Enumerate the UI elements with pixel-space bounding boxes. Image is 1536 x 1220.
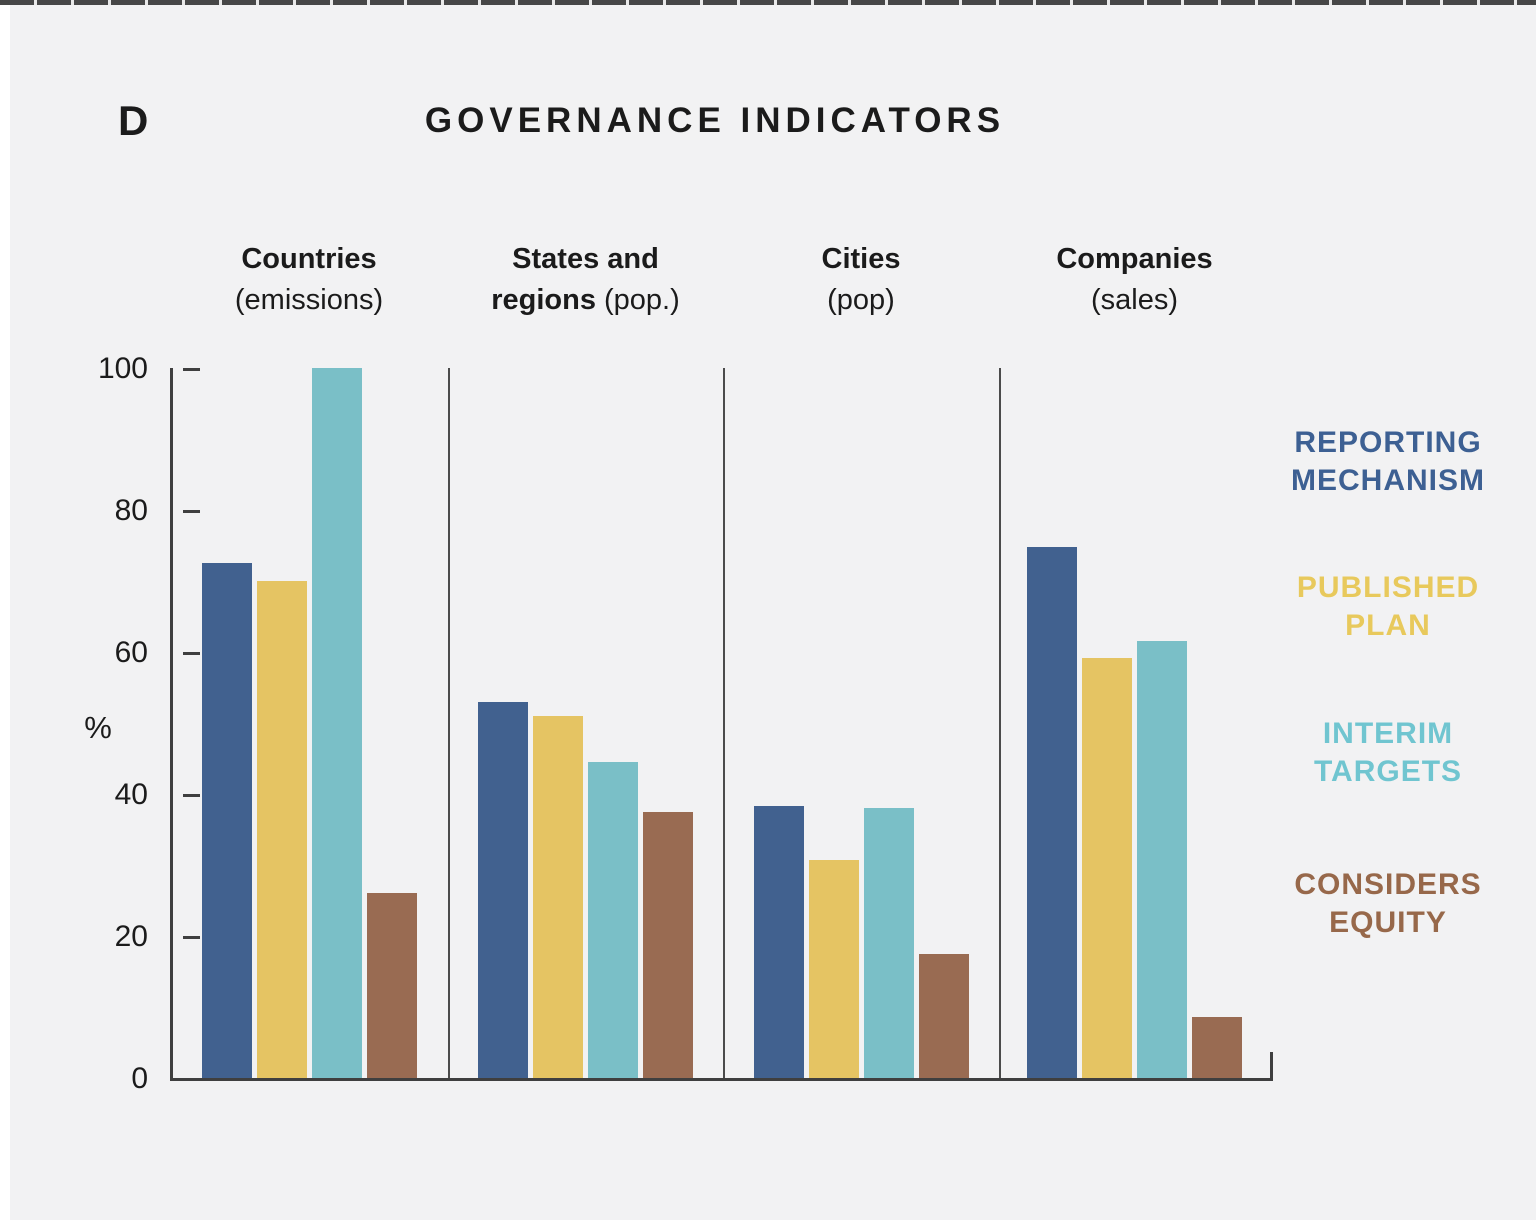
group-separator-line (723, 368, 725, 1078)
y-tick-label: 20 (114, 920, 148, 953)
group-header-regular-text: (emissions) (234, 284, 384, 316)
group-header-bold-text: States and (512, 243, 659, 275)
bar-group (725, 368, 997, 1078)
chart-panel: D GOVERNANCE INDICATORS Countries (emissi… (10, 5, 1536, 1220)
group-header-bold-text: Companies (1056, 243, 1213, 275)
group-header: States and regions (pop.) (408, 239, 763, 321)
bar-group (172, 368, 446, 1078)
legend-item-line: REPORTING (1294, 426, 1482, 459)
bar-interim-targets (311, 368, 362, 1078)
group-header-bold-text: Cities (821, 243, 901, 275)
group-header-bold-text: regions (491, 284, 596, 316)
group-header-line: Countries (130, 239, 488, 280)
legend-item-line: EQUITY (1329, 906, 1447, 939)
legend-item-line: CONSIDERS (1294, 868, 1482, 901)
y-axis-line (170, 368, 173, 1081)
bar-published-plan (256, 581, 307, 1078)
group-header-line: (pop) (683, 280, 1039, 321)
y-tick-label: 0 (131, 1062, 148, 1095)
bar-interim-targets (863, 808, 914, 1078)
bar-reporting-mechanism (753, 806, 804, 1078)
bar-considers-equity (643, 812, 693, 1078)
bar-published-plan (808, 860, 859, 1078)
bar-published-plan (533, 716, 583, 1078)
y-axis-title: % (84, 710, 112, 745)
y-tick-label: 40 (114, 778, 148, 811)
legend-item-published: PUBLISHED PLAN (1278, 569, 1498, 645)
y-tick-label: 60 (114, 636, 148, 669)
chart-title: GOVERNANCE INDICATORS (424, 101, 1006, 140)
legend-item-line: TARGETS (1313, 755, 1463, 788)
group-header: Companies (sales) (959, 239, 1310, 321)
legend-item-considers: CONSIDERS EQUITY (1278, 866, 1498, 942)
top-dashed-border (0, 0, 1536, 5)
legend-item-line: INTERIM (1322, 717, 1454, 750)
group-separator-line (999, 368, 1001, 1078)
y-tick-mark (183, 652, 200, 655)
group-header-line: Cities (683, 239, 1039, 280)
bar-considers-equity (1192, 1017, 1242, 1078)
legend-item-line: PUBLISHED (1296, 571, 1480, 604)
y-tick-label: 80 (114, 494, 148, 527)
legend-item-line: MECHANISM (1291, 464, 1485, 497)
bar-group (450, 368, 721, 1078)
legend-item-interim: INTERIM TARGETS (1278, 715, 1498, 791)
panel-letter-label: D (118, 97, 149, 144)
legend-item-reporting: REPORTING MECHANISM (1278, 424, 1498, 500)
group-header-line: States and (408, 239, 763, 280)
group-header-bold-text: Countries (241, 243, 377, 275)
group-header-regular-text: (sales) (1090, 284, 1178, 316)
bar-published-plan (1082, 658, 1132, 1078)
bar-interim-targets (1137, 641, 1187, 1078)
y-tick-label: 100 (97, 352, 148, 385)
group-header-regular-text: (pop.) (595, 284, 680, 316)
bar-considers-equity (918, 954, 969, 1078)
bar-reporting-mechanism (201, 563, 252, 1078)
y-tick-mark (183, 794, 200, 797)
group-header-line: (emissions) (130, 280, 488, 321)
legend-item-line: PLAN (1345, 609, 1431, 642)
bar-considers-equity (366, 893, 417, 1078)
bar-reporting-mechanism (478, 702, 528, 1078)
group-header-line: (sales) (959, 280, 1310, 321)
group-header-regular-text: (pop) (827, 284, 895, 316)
bar-reporting-mechanism (1027, 547, 1077, 1078)
axis-right-end-cap (1270, 1052, 1273, 1078)
bar-interim-targets (588, 762, 638, 1078)
group-header: Countries (emissions) (130, 239, 488, 321)
group-header: Cities (pop) (683, 239, 1039, 321)
x-axis-baseline (170, 1078, 1273, 1081)
group-separator-line (448, 368, 450, 1078)
y-tick-mark (183, 368, 200, 371)
group-header-line: regions (pop.) (408, 280, 763, 321)
y-tick-mark (183, 510, 200, 513)
y-tick-mark (183, 936, 200, 939)
group-header-line: Companies (959, 239, 1310, 280)
bar-group (1001, 368, 1268, 1078)
